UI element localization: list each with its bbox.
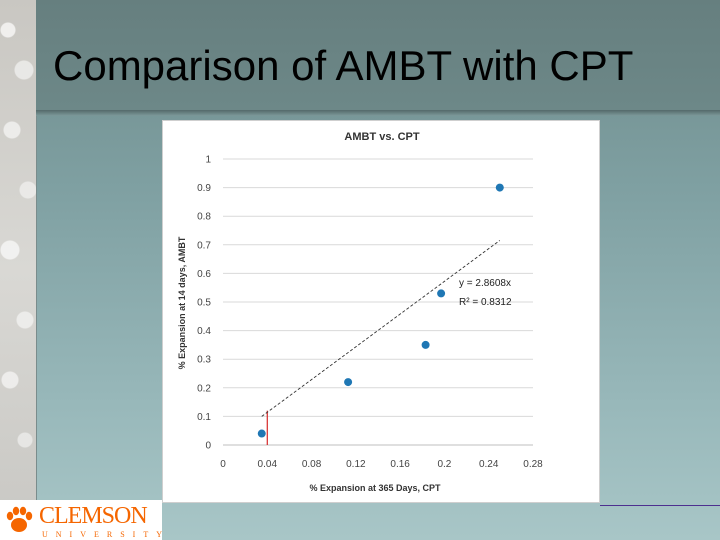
logo-subtitle: UNIVERSITY <box>42 530 170 539</box>
trendline-equation: y = 2.8608x <box>459 278 511 289</box>
footer-accent-line <box>600 505 720 506</box>
y-tick-label: 0.6 <box>197 269 211 280</box>
y-axis-label: % Expansion at 14 days, AMBT <box>177 236 187 369</box>
x-tick-label: 0.12 <box>346 459 366 470</box>
clemson-logo: CLEMSON UNIVERSITY <box>0 500 162 540</box>
y-tick-label: 0.5 <box>197 298 211 309</box>
data-point-5 <box>495 183 504 192</box>
y-tick-label: 0.4 <box>197 326 211 337</box>
grid-lines <box>223 158 533 446</box>
x-tick-label: 0.24 <box>479 459 499 470</box>
trendline <box>261 240 501 417</box>
slide-title: Comparison of AMBT with CPT <box>53 42 634 89</box>
trendline-r-squared: R² = 0.8312 <box>459 297 512 308</box>
trend-and-reference-lines <box>261 240 501 445</box>
y-tick-label: 0.1 <box>197 412 211 423</box>
x-tick-label: 0.28 <box>523 459 543 470</box>
data-point-4 <box>437 289 446 298</box>
x-axis-label: % Expansion at 365 Days, CPT <box>309 483 441 493</box>
tiger-paw-icon <box>6 506 33 532</box>
tick-labels: 0 0.1 0.2 0.3 0.4 0.5 0.6 0.7 0.8 0.9 1 0 0.04 0.08 0.… <box>197 155 543 471</box>
y-tick-label: 0.2 <box>197 383 211 394</box>
title-band <box>36 0 720 110</box>
chart-panel: AMBT vs. CPT 0 0.1 0.2 0.3 0.4 0.5 0.6 0.7 0.8 0.… <box>162 120 600 503</box>
title-divider <box>36 110 720 116</box>
y-tick-label: 0.3 <box>197 355 211 366</box>
x-tick-label: 0.16 <box>390 459 410 470</box>
y-tick-label: 0.8 <box>197 212 211 223</box>
y-tick-label: 0.9 <box>197 183 211 194</box>
data-point-2 <box>344 378 353 387</box>
x-tick-label: 0.08 <box>302 459 322 470</box>
data-points <box>257 183 504 438</box>
x-tick-label: 0.2 <box>437 459 451 470</box>
y-tick-label: 1 <box>205 155 211 166</box>
chart-title: AMBT vs. CPT <box>344 131 419 143</box>
left-texture-strip <box>0 0 37 540</box>
y-tick-label: 0 <box>205 441 211 452</box>
scatter-chart: AMBT vs. CPT 0 0.1 0.2 0.3 0.4 0.5 0.6 0.7 0.8 0.… <box>177 131 543 493</box>
x-tick-label: 0 <box>220 459 226 470</box>
logo-wordmark: CLEMSON <box>39 503 148 529</box>
y-tick-label: 0.7 <box>197 240 211 251</box>
data-point-1 <box>257 429 266 438</box>
data-point-3 <box>421 340 430 349</box>
x-tick-label: 0.04 <box>258 459 278 470</box>
